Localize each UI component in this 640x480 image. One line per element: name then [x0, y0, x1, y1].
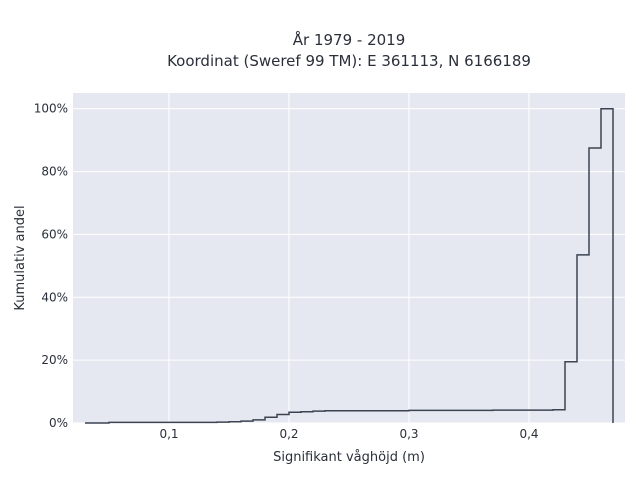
- chart-title-line-1: År 1979 - 2019: [293, 30, 406, 49]
- x-tick-label: 0,3: [399, 427, 418, 441]
- y-tick-label: 0%: [49, 416, 68, 430]
- chart-title-line-2: Koordinat (Sweref 99 TM): E 361113, N 61…: [167, 52, 531, 70]
- y-tick-label: 40%: [41, 290, 68, 304]
- tick-labels: 0% 20% 40% 60% 80% 100% 0,1 0,2 0,3 0,4: [34, 102, 539, 441]
- y-tick-label: 60%: [41, 227, 68, 241]
- x-tick-label: 0,4: [519, 427, 538, 441]
- grid: [73, 93, 625, 424]
- y-axis-label: Kumulativ andel: [13, 205, 28, 310]
- y-tick-label: 20%: [41, 353, 68, 367]
- ecdf-step-line: [85, 107, 614, 424]
- y-tick-label: 100%: [34, 102, 68, 116]
- x-tick-label: 0,1: [159, 427, 178, 441]
- x-tick-label: 0,2: [279, 427, 298, 441]
- plot-area: [73, 93, 625, 423]
- x-axis-label: Signifikant våghöjd (m): [273, 450, 425, 465]
- y-tick-label: 80%: [41, 165, 68, 179]
